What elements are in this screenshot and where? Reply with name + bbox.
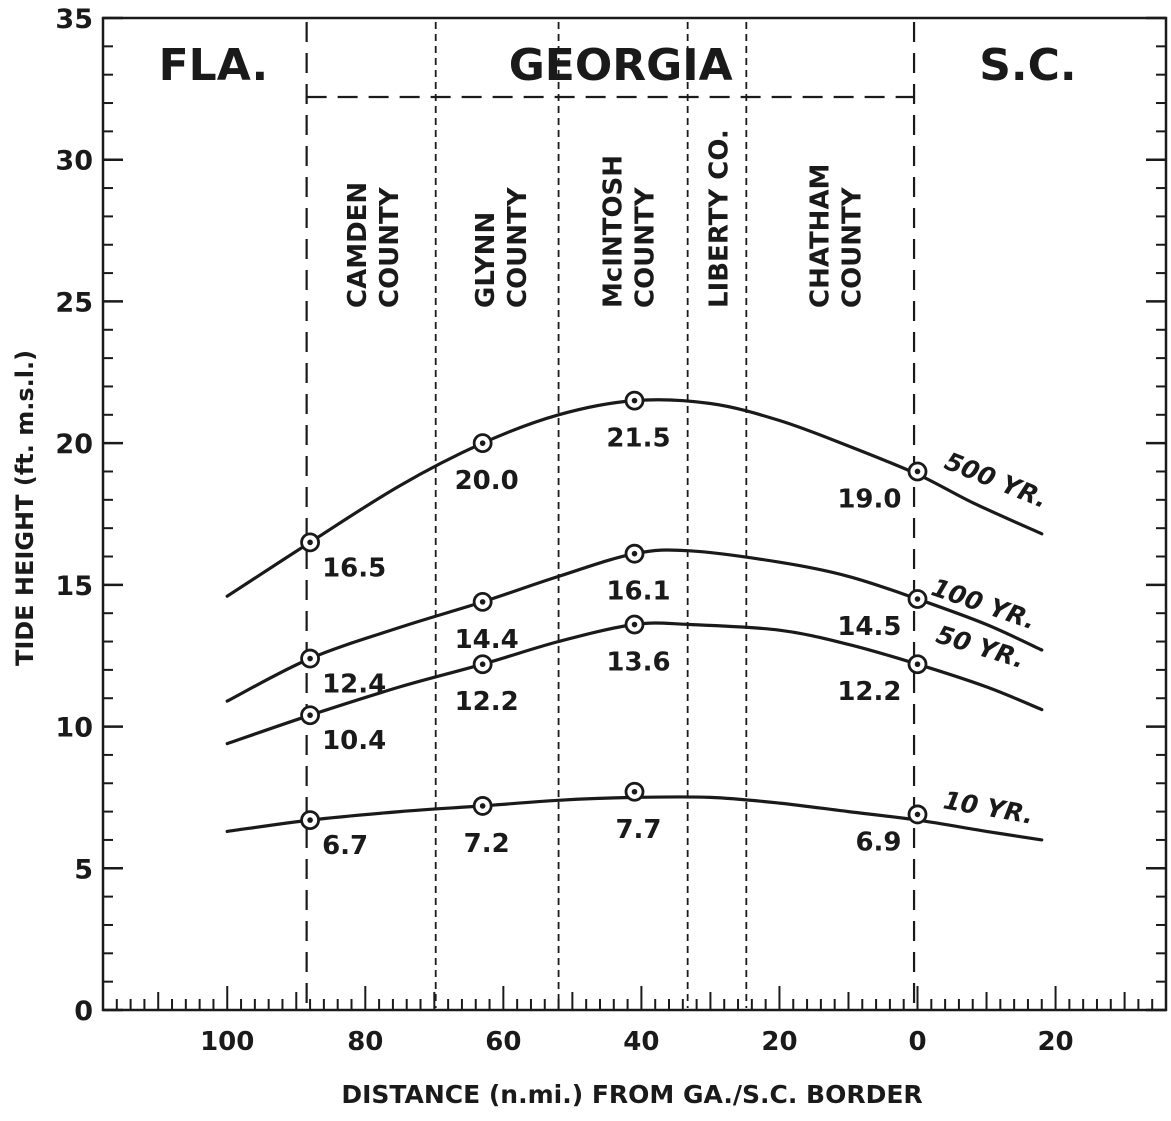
county-label: LIBERTY CO. xyxy=(704,129,734,308)
data-point-center xyxy=(307,817,313,823)
data-point-label: 7.7 xyxy=(615,815,661,845)
data-point-label: 16.1 xyxy=(606,577,670,607)
x-tick-label: 100 xyxy=(200,1027,254,1057)
x-axis-title: DISTANCE (n.mi.) FROM GA./S.C. BORDER xyxy=(341,1080,922,1109)
state-label: S.C. xyxy=(979,40,1076,91)
y-tick-label: 0 xyxy=(74,996,93,1027)
data-point-label: 6.9 xyxy=(855,827,901,857)
data-point-label: 12.2 xyxy=(837,677,901,707)
x-tick-label: 0 xyxy=(908,1027,926,1057)
data-point-center xyxy=(631,397,638,404)
y-tick-label: 5 xyxy=(74,854,93,885)
county-label-line: COUNTY xyxy=(503,186,533,308)
data-point-center xyxy=(479,661,486,668)
data-point-center xyxy=(914,468,921,475)
data-point-label: 16.5 xyxy=(322,553,386,583)
data-point-center xyxy=(914,811,921,818)
data-point-label: 6.7 xyxy=(322,831,368,861)
data-point-center xyxy=(479,440,486,446)
data-point-center xyxy=(479,803,486,809)
data-point-label: 7.2 xyxy=(464,829,510,859)
county-label: CHATHAM COUNTY xyxy=(806,164,868,308)
county-label-line: COUNTY xyxy=(631,186,661,308)
y-tick-label: 15 xyxy=(55,571,93,602)
county-label-line: LIBERTY CO. xyxy=(704,129,734,308)
county-label: CAMDEN COUNTY xyxy=(343,182,405,308)
data-point-label: 20.0 xyxy=(455,466,519,496)
data-point-label: 14.5 xyxy=(837,612,901,642)
county-label-line: COUNTY xyxy=(838,186,868,308)
data-point-label: 10.4 xyxy=(322,726,386,756)
data-point-center xyxy=(914,661,921,668)
data-point-label: 12.2 xyxy=(455,687,519,717)
y-tick-label: 20 xyxy=(55,429,93,460)
county-label-line: GLYNN xyxy=(471,212,501,308)
x-tick-label: 40 xyxy=(623,1027,659,1057)
data-point-center xyxy=(631,621,638,628)
y-tick-label: 10 xyxy=(55,713,93,744)
x-tick-label: 80 xyxy=(347,1027,383,1057)
county-label: GLYNN COUNTY xyxy=(471,186,533,308)
data-point-label: 14.4 xyxy=(455,625,519,655)
plot-frame xyxy=(101,16,1168,1012)
axes: 0 5 10 15 20 25 30 35 100 80 60 40 20 0 20 xyxy=(55,4,1168,1057)
y-axis-title: TIDE HEIGHT (ft. m.s.l.) xyxy=(11,350,39,666)
y-tick-label: 30 xyxy=(55,146,93,177)
data-point-center xyxy=(631,788,638,795)
data-point-label: 12.4 xyxy=(322,670,386,700)
data-point-center xyxy=(307,539,313,546)
data-point-center xyxy=(307,655,313,662)
state-label: GEORGIA xyxy=(509,40,733,91)
data-point-label: 19.0 xyxy=(837,484,901,514)
data-point-center xyxy=(307,712,313,719)
data-point-label: 13.6 xyxy=(606,648,670,678)
x-tick-label: 60 xyxy=(485,1027,521,1057)
county-label-line: CHATHAM xyxy=(806,164,836,308)
y-tick-label: 35 xyxy=(55,4,93,35)
data-point-center xyxy=(914,596,921,602)
data-point-center xyxy=(631,550,638,557)
county-labels: CAMDEN COUNTY GLYNN COUNTY McINTOSH COUNTY LIB… xyxy=(343,129,867,308)
county-label: McINTOSH COUNTY xyxy=(599,155,661,308)
state-label: FLA. xyxy=(159,40,269,91)
region-boundaries xyxy=(305,22,916,1008)
county-label-line: CAMDEN xyxy=(343,182,373,308)
x-tick-label: 20 xyxy=(761,1027,797,1057)
x-tick-label: 20 xyxy=(1037,1027,1073,1057)
y-tick-label: 25 xyxy=(55,287,93,318)
data-points: 16.5 20.0 21.5 19.0 12.4 14.4 16.1 14.5 10.4 12.2… xyxy=(300,390,928,861)
region-labels: FLA. GEORGIA S.C. xyxy=(159,40,1077,91)
data-point-center xyxy=(479,599,486,605)
county-label-line: McINTOSH xyxy=(599,155,629,308)
data-point-label: 21.5 xyxy=(606,424,670,454)
county-label-line: COUNTY xyxy=(375,186,405,308)
